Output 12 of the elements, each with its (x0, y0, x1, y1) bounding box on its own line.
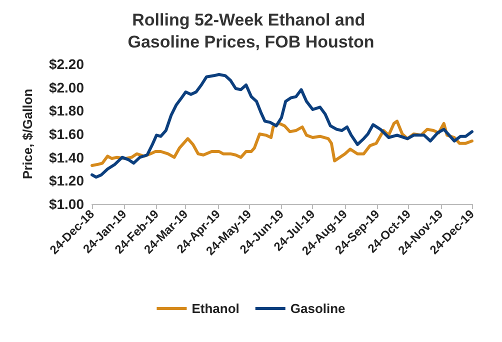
y-tick-label: $2.20 (48, 56, 84, 72)
y-tick-label: $1.60 (48, 126, 84, 142)
line-series (90, 73, 474, 179)
y-tick-label: $1.80 (48, 102, 84, 119)
y-tick-label: $1.20 (48, 172, 84, 189)
legend-label: Ethanol (192, 301, 240, 316)
y-axis-title: Price, $/Gallon (20, 88, 35, 180)
y-tick-label: $2.00 (48, 79, 84, 96)
legend-label: Gasoline (290, 301, 346, 316)
chart-title: Rolling 52-Week Ethanol and Gasoline Prices, FOB Houston (128, 10, 374, 52)
y-tick-label: $1.40 (48, 149, 84, 166)
y-tick-label: $1.00 (48, 196, 84, 212)
